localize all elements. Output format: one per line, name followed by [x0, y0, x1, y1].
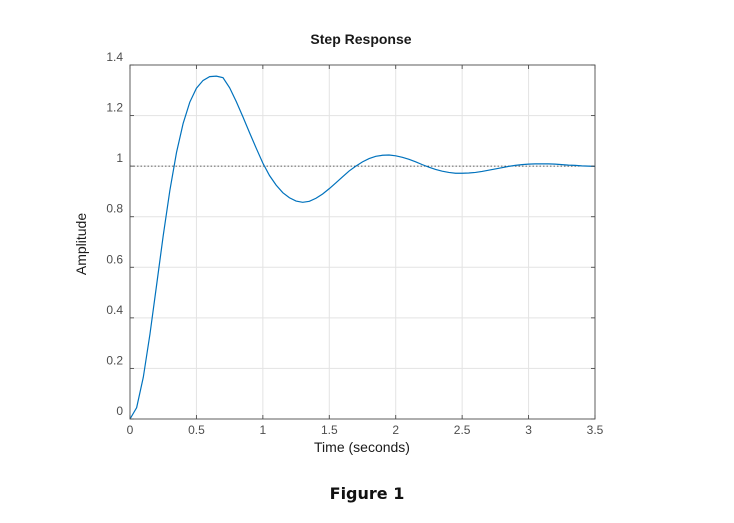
x-tick-label: 0.5	[188, 423, 205, 437]
plot-frame	[129, 64, 596, 420]
x-tick-label: 0	[127, 423, 134, 437]
y-tick-label: 1.4	[106, 50, 123, 64]
figure-caption: Figure 1	[329, 484, 405, 503]
y-tick-label: 0.8	[106, 202, 123, 216]
chart-title: Step Response	[310, 31, 411, 47]
x-tick-label: 2	[392, 423, 399, 437]
y-tick-label: 0.4	[106, 303, 123, 317]
x-tick-labels: 0 0.5 1 1.5 2 2.5 3 3.5	[127, 423, 604, 437]
x-tick-label: 2.5	[454, 423, 471, 437]
x-tick-label: 3	[525, 423, 532, 437]
y-axis-label: Amplitude	[73, 213, 89, 275]
plot-area	[129, 64, 596, 420]
x-tick-label: 3.5	[587, 423, 604, 437]
y-tick-label: 0	[116, 404, 123, 418]
x-tick-label: 1.5	[321, 423, 338, 437]
y-tick-labels: 0 0.2 0.4 0.6 0.8 1 1.2 1.4	[106, 50, 123, 418]
series-line	[129, 75, 596, 420]
y-tick-label: 0.2	[106, 353, 123, 367]
plot-background	[130, 65, 595, 419]
y-tick-label: 1	[116, 151, 123, 165]
x-tick-label: 1	[260, 423, 267, 437]
x-axis-label: Time (seconds)	[314, 439, 410, 455]
y-tick-label: 1.2	[106, 101, 123, 115]
y-tick-label: 0.6	[106, 252, 123, 266]
tick-marks	[129, 64, 596, 420]
